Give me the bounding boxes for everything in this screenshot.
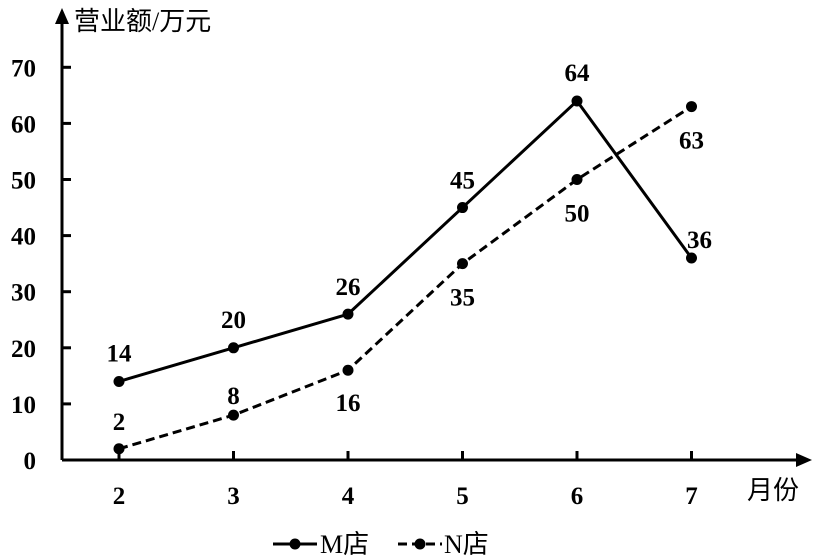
y-tick-label: 70 (11, 55, 36, 82)
data-label-m-store: 20 (221, 307, 246, 334)
y-tick-label: 40 (11, 224, 36, 251)
data-label-n-store: 8 (227, 383, 240, 410)
series-layer: 14 20 26 45 64 36 2 8 16 35 50 63 (107, 60, 712, 455)
y-axis-arrow (55, 8, 69, 24)
series-line-n-store (118, 105, 693, 451)
y-tick-label: 60 (11, 111, 36, 138)
data-point-m-store (113, 375, 125, 387)
y-tick-label: 20 (11, 336, 36, 363)
data-label-n-store: 16 (336, 390, 361, 417)
data-point-m-store (686, 252, 697, 264)
x-axis-arrow (796, 453, 812, 467)
y-tick-label: 30 (11, 280, 36, 307)
data-point-n-store (571, 174, 583, 185)
data-label-n-store: 63 (679, 128, 704, 155)
data-label-m-store: 14 (107, 340, 133, 367)
data-point-n-store (228, 409, 239, 421)
legend-marker-m-store (289, 538, 301, 550)
x-tick-label: 7 (685, 483, 698, 510)
y-axis-title: 营业额/万元 (74, 7, 211, 36)
x-ticks: 2 3 4 5 6 7 (113, 451, 698, 510)
legend-item-n-store: N店 (398, 530, 489, 559)
data-label-n-store: 50 (565, 201, 590, 228)
series-line-m-store (118, 99, 693, 383)
data-label-m-store: 26 (336, 274, 361, 301)
x-tick-label: 6 (571, 483, 584, 510)
data-point-n-store (342, 364, 354, 376)
series-m-store: 14 20 26 45 64 36 (107, 60, 712, 387)
y-ticks: 0 10 20 30 40 50 60 70 (11, 55, 71, 475)
legend-label-m-store: M店 (320, 530, 369, 559)
x-tick-label: 5 (456, 483, 469, 510)
data-point-m-store (228, 342, 239, 354)
data-label-n-store: 35 (450, 285, 475, 312)
y-tick-label: 0 (24, 448, 37, 475)
data-point-n-store (457, 258, 468, 270)
x-axis-title: 月份 (747, 476, 799, 505)
legend-item-m-store: M店 (273, 530, 369, 559)
axes (55, 8, 812, 467)
data-label-m-store: 45 (450, 168, 475, 195)
data-point-m-store (342, 308, 354, 320)
x-tick-label: 2 (113, 483, 126, 510)
legend-marker-n-store (414, 538, 426, 550)
data-point-n-store (686, 101, 697, 113)
x-tick-label: 4 (342, 483, 355, 510)
series-n-store: 2 8 16 35 50 63 (113, 101, 704, 455)
y-tick-label: 10 (11, 392, 36, 419)
legend-label-n-store: N店 (444, 530, 489, 559)
x-tick-label: 3 (227, 483, 240, 510)
data-point-m-store (457, 202, 468, 214)
data-label-n-store: 2 (113, 409, 126, 436)
data-point-m-store (571, 95, 583, 107)
legend: M店 N店 (273, 530, 489, 559)
data-label-m-store: 64 (565, 60, 591, 87)
data-label-m-store: 36 (687, 227, 712, 254)
data-point-n-store (113, 443, 125, 455)
y-tick-label: 50 (11, 168, 36, 195)
